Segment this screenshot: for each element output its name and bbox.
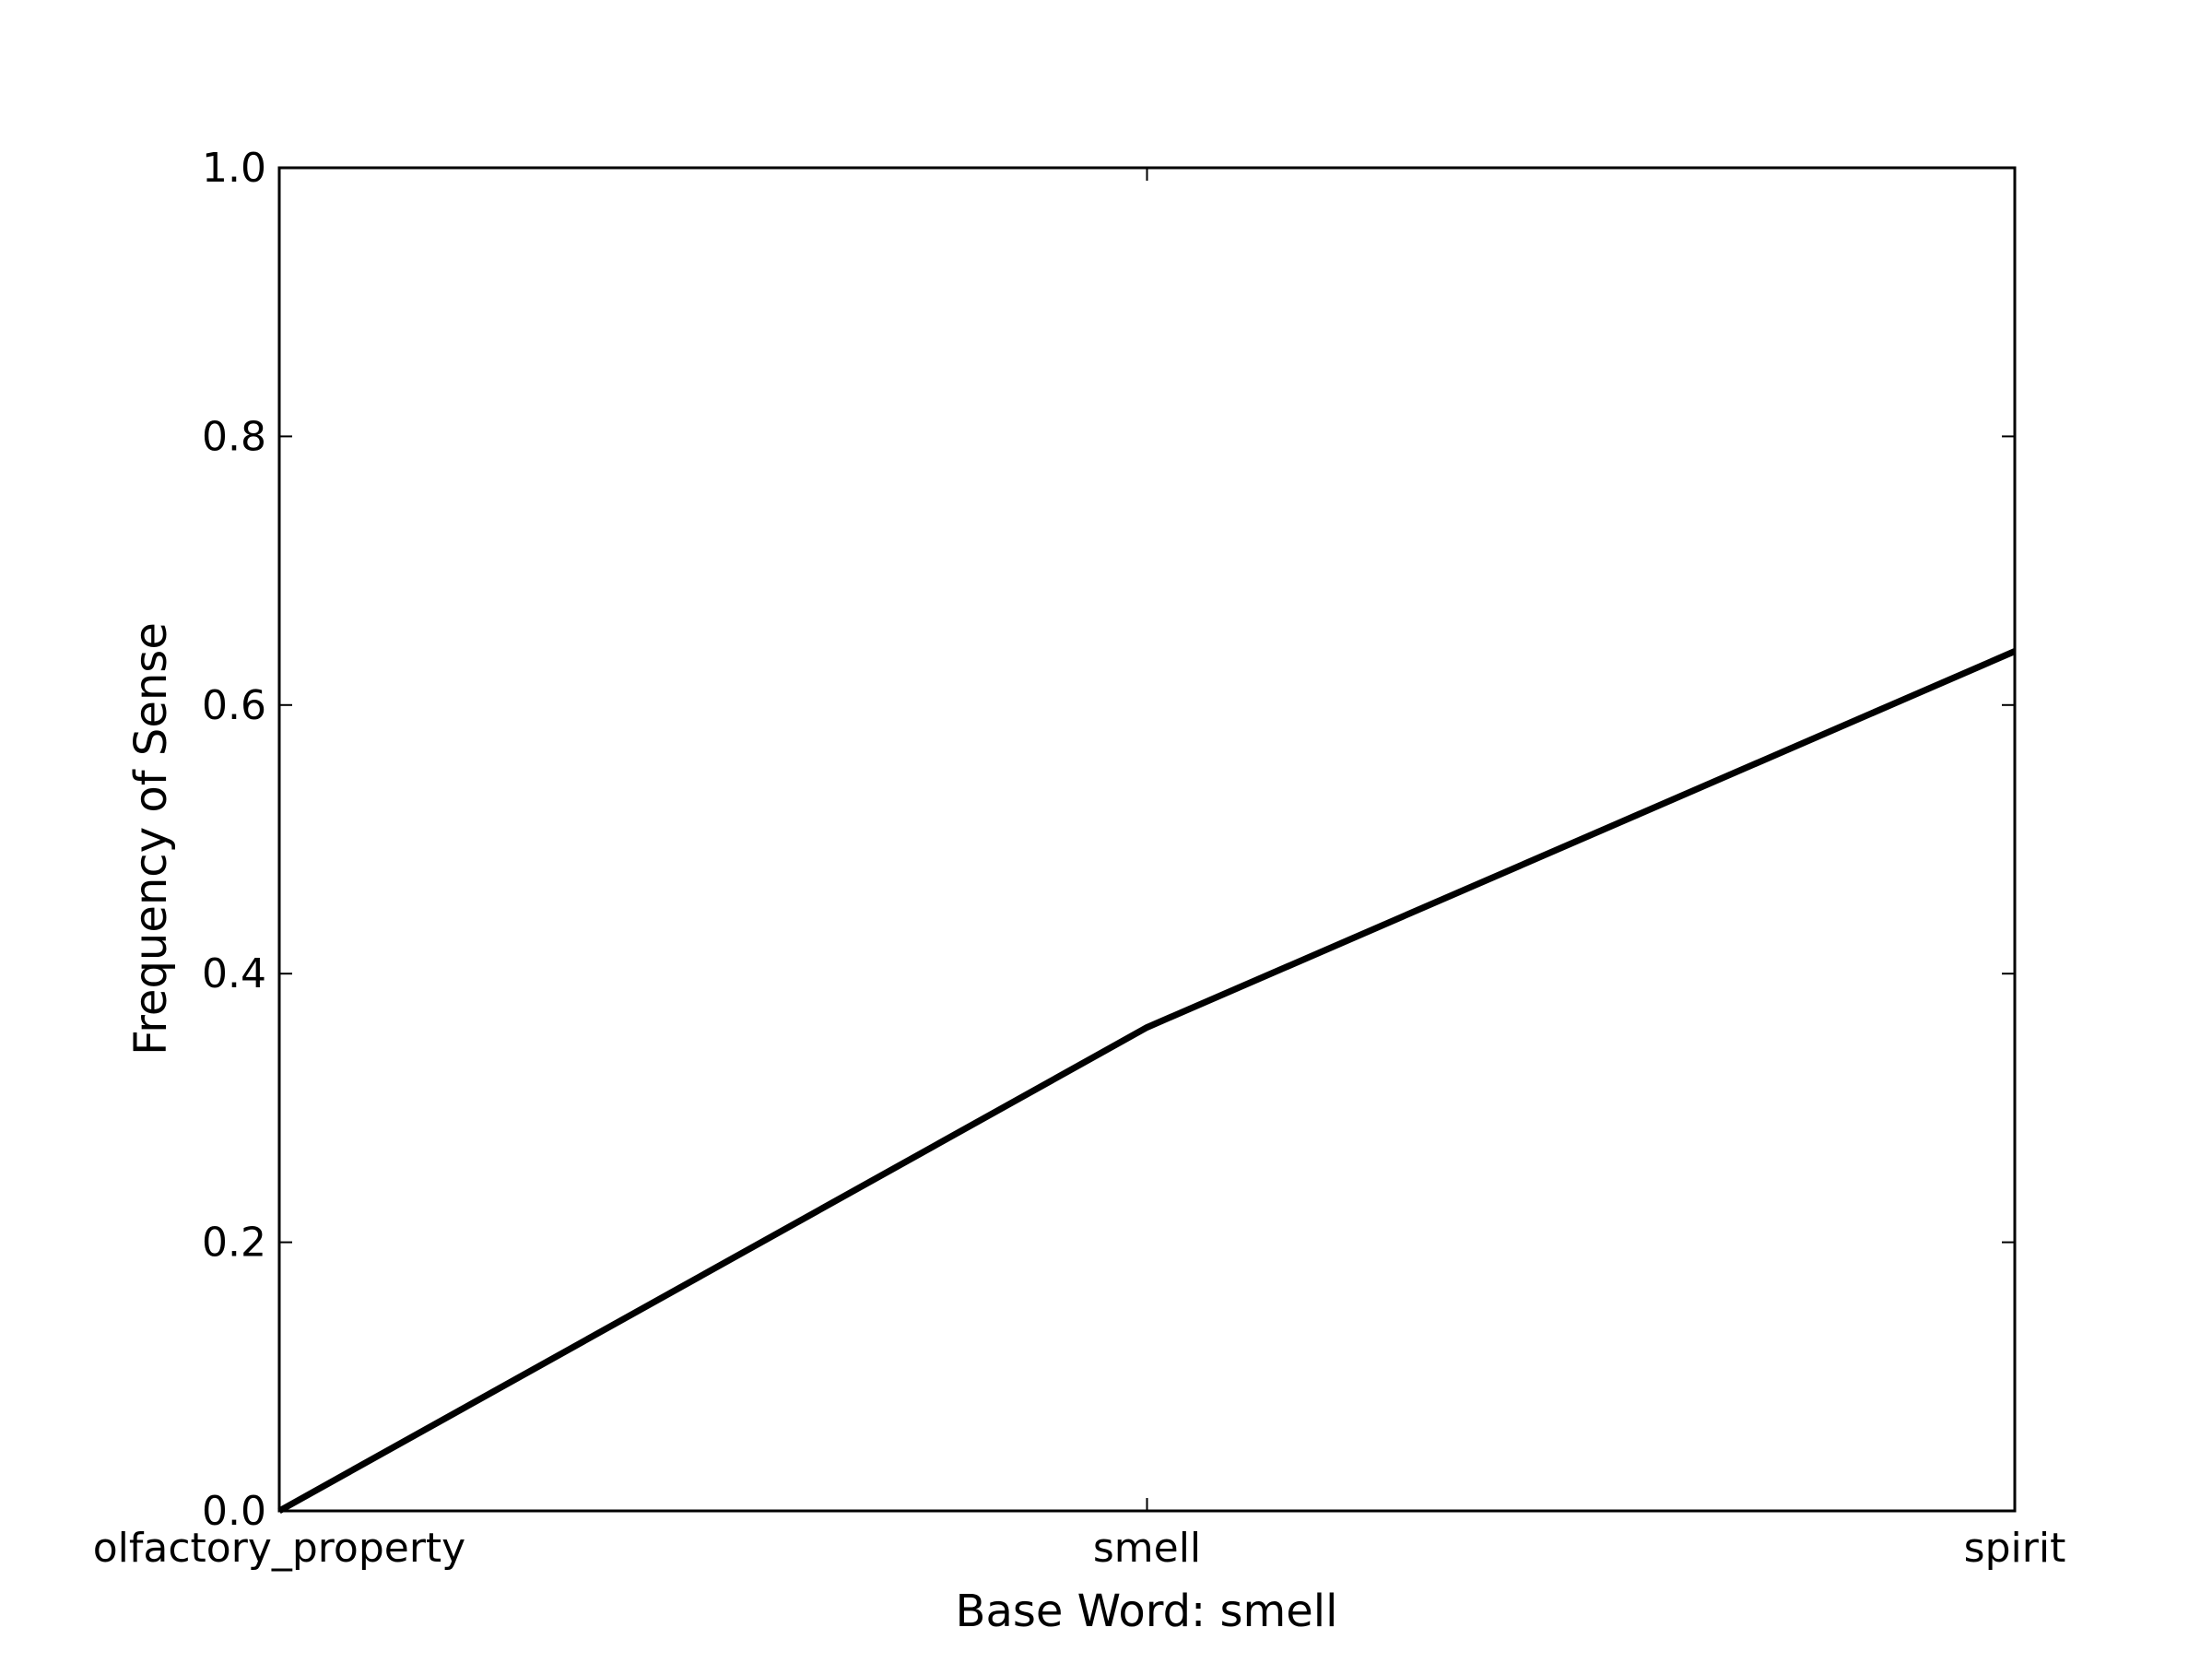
y-axis-title: Frequency of Sense [125,622,177,1056]
x-tick-label: smell [1093,1525,1201,1572]
series-layer [277,648,2017,1515]
y-tick-label: 1.0 [202,145,266,192]
series-line-0 [277,648,2017,1515]
y-tick-label: 0.4 [202,950,266,997]
x-axis-title: Base Word: smell [956,1586,1338,1637]
tick-labels: 0.0 0.2 0.4 0.6 0.8 1.0 olfactory_property smel… [93,145,2066,1572]
x-tick-label: spirit [1964,1525,2066,1572]
y-tick-label: 0.2 [202,1220,266,1267]
y-tick-label: 0.0 [202,1488,266,1535]
y-tick-label: 0.6 [202,682,266,729]
y-tick-label: 0.8 [202,413,266,460]
x-tick-label: olfactory_property [93,1525,465,1572]
plot-frame [277,166,2017,1513]
